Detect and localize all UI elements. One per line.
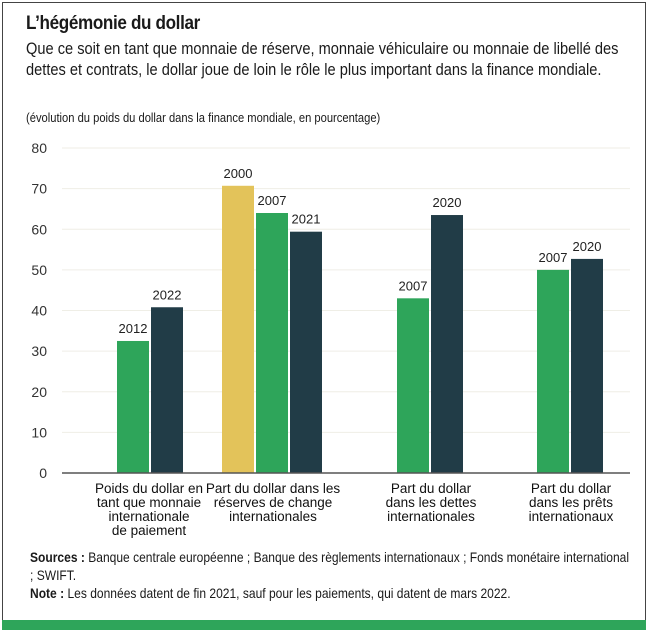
bar-label: 2007 — [539, 250, 568, 265]
note-label: Note : — [30, 585, 65, 601]
y-tick-label: 80 — [31, 140, 47, 156]
unit-note: (évolution du poids du dollar dans la fi… — [26, 110, 381, 125]
bar-label: 2012 — [119, 321, 148, 336]
category-label: Part du dollar — [391, 481, 472, 496]
bar — [222, 185, 254, 473]
category-label: dans les prêts — [529, 495, 613, 510]
bar-label: 2007 — [399, 278, 428, 293]
category-label: dans les dettes — [386, 495, 477, 510]
sources-label: Sources : — [30, 549, 85, 565]
bar-label: 2000 — [224, 166, 253, 181]
category-label: internationales — [387, 509, 475, 524]
footer: Sources : Banque centrale européenne ; B… — [30, 548, 632, 602]
category-label: de paiement — [112, 523, 187, 538]
bar — [256, 213, 288, 473]
category-label: internationale — [108, 509, 189, 524]
category-label: Part du dollar — [531, 481, 612, 496]
category-label: internationales — [229, 509, 317, 524]
accent-bar — [2, 620, 646, 630]
note-text: Les données datent de fin 2021, sauf pou… — [64, 585, 511, 601]
category-label: tant que monnaie — [97, 495, 201, 510]
bar — [571, 258, 603, 473]
bar — [537, 269, 569, 473]
bar-label: 2020 — [573, 239, 602, 254]
bar — [117, 340, 149, 473]
sources-line: Sources : Banque centrale européenne ; B… — [30, 548, 632, 584]
bar-label: 2007 — [258, 193, 287, 208]
bar — [397, 298, 429, 473]
y-tick-label: 60 — [31, 221, 47, 237]
y-tick-label: 0 — [39, 465, 47, 481]
chart-subtitle: Que ce soit en tant que monnaie de réser… — [26, 39, 619, 79]
y-tick-label: 20 — [31, 384, 47, 400]
note-line: Note : Les données datent de fin 2021, s… — [30, 584, 632, 602]
category-label: internationaux — [529, 509, 614, 524]
category-label: Part du dollar dans les — [206, 481, 341, 496]
y-tick-label: 30 — [31, 343, 47, 359]
sources-text: Banque centrale européenne ; Banque des … — [30, 549, 630, 583]
bar — [431, 215, 463, 473]
bar-label: 2020 — [433, 195, 462, 210]
category-label: Poids du dollar en — [95, 481, 203, 496]
y-tick-label: 50 — [31, 262, 47, 278]
category-label: réserves de change — [214, 495, 333, 510]
y-tick-label: 40 — [31, 303, 47, 319]
bar-label: 2021 — [292, 212, 321, 227]
bar — [290, 231, 322, 473]
y-tick-label: 10 — [31, 424, 47, 440]
bar-chart: 0 10 20 30 40 50 60 70 80 2012 2022 Poids du dollar… — [31, 140, 630, 538]
bar-label: 2022 — [153, 287, 182, 302]
chart-title: L’hégémonie du dollar — [26, 13, 200, 34]
y-tick-label: 70 — [31, 181, 47, 197]
bar — [151, 307, 183, 473]
chart-frame — [2, 2, 646, 620]
